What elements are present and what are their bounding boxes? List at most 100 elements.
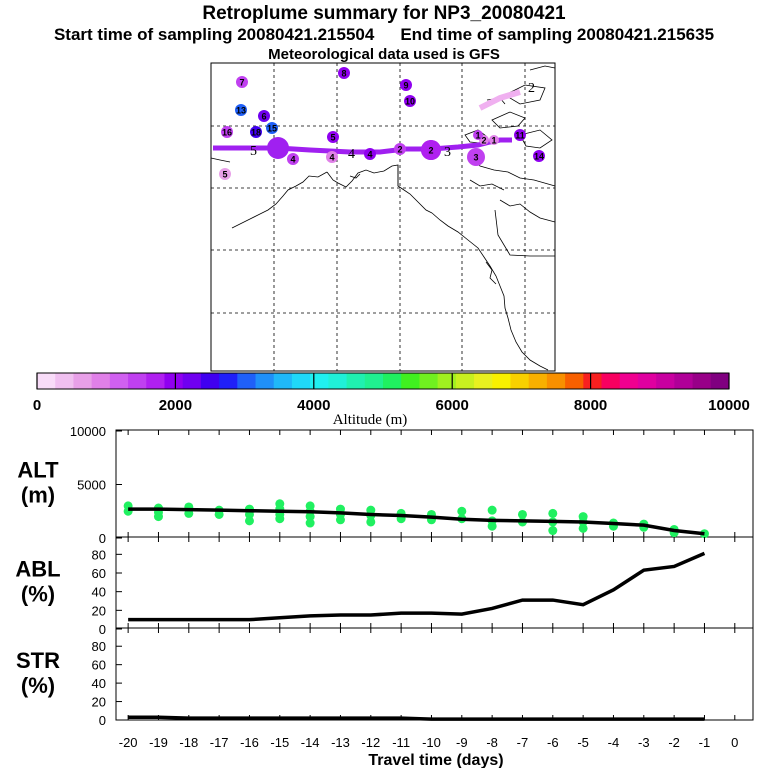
colorbar-cell [601,373,621,389]
colorbar-cell [237,373,257,389]
colorbar-cell [474,373,493,389]
colorbar-cell [109,373,129,389]
y-tick-label: 80 [92,547,106,562]
colorbar-cell [328,373,348,389]
y-tick-label: 0 [99,531,106,546]
alt-spread-point [548,508,558,518]
map-marker-label: 11 [515,131,525,141]
colorbar-cell [273,373,293,389]
abl-panel: 0 20 40 60 80 ABL(%) [15,537,736,637]
y-tick-label: 80 [92,639,106,654]
y-tick-label: 60 [92,566,106,581]
colorbar-cells [37,373,730,389]
colorbar-cell [455,373,475,389]
colorbar-cell [346,373,366,389]
colorbar-label: Altitude (m) [333,412,408,428]
x-tick-label: -9 [456,735,468,750]
map-marker: 15 [266,122,278,134]
map-marker: 5 [219,168,231,180]
alt-spread-point [578,523,588,533]
alt-panel: 0 5000 10000 ALT(m) [17,424,736,546]
map-marker: 3 [467,148,485,166]
map-marker-dot [533,150,545,162]
colorbar-cell [200,373,220,389]
x-tick-label: -4 [608,735,620,750]
x-tick-label: -20 [119,735,138,750]
map-marker: 13 [235,104,247,116]
map-marker: 16 [221,126,233,138]
colorbar-cell [437,373,457,389]
colorbar-cell [37,373,56,389]
traj-label: 2 [528,81,535,96]
map-marker-dot [235,104,247,116]
colorbar-cell [219,373,238,389]
colorbar-cell [364,373,384,389]
map-marker-label: 4 [329,153,334,163]
alt-spread-point [305,518,315,528]
map-marker-label: 5 [222,170,227,180]
map-frame [210,62,556,372]
map-marker-dot [400,79,412,91]
map-marker-dot [514,129,526,141]
x-tick-label: -1 [699,735,711,750]
panel-title: STR [16,648,60,673]
y-tick-label: 20 [92,695,106,710]
map-marker-label: 6 [261,112,266,122]
map-marker-label: 2 [428,146,433,156]
x-tick-label: -5 [577,735,589,750]
map-marker: 7 [236,76,248,88]
map-marker-label: 9 [403,81,408,91]
map-marker: 10 [404,95,416,107]
str-panel: 0 20 40 60 80 STR(%) [16,628,736,728]
alt-spread-point [548,526,558,536]
x-tick-label: 0 [731,735,738,750]
map-marker-dot [489,135,499,145]
chart-title: Retroplume summary for NP3_20080421 [202,3,566,24]
map-marker-dot [467,148,485,166]
colorbar-tick-label: 0 [33,397,41,414]
sampling-times: Start time of sampling 20080421.215504 En… [0,25,768,45]
panel-title: ABL [15,557,60,582]
map-marker-label: 4 [367,150,372,160]
map-marker-label: 18 [251,128,261,138]
map-marker: 5 [327,131,339,143]
start-time-label: Start time of sampling 20080421.215504 [53,25,375,44]
x-tick-label: -17 [210,735,229,750]
colorbar-cell [419,373,439,389]
map-marker: 11 [514,129,526,141]
map-marker-dot [421,140,441,160]
trajectory-tail [478,89,521,111]
colorbar-cell [291,373,311,389]
panel-title: (%) [21,582,55,607]
colorbar-tick-label: 6000 [436,397,469,414]
alt-spread-point [457,506,467,516]
map-marker-dot [258,110,270,122]
map-marker: 4 [364,148,376,160]
colorbar-cell [546,373,566,389]
colorbar-cell [128,373,147,389]
alt-spread-point [244,516,254,526]
y-tick-label: 40 [92,585,106,600]
colorbar-cell [182,373,202,389]
trajectory-node [267,137,289,159]
map-marker-label: 15 [267,124,277,134]
y-tick-label: 10000 [70,424,106,439]
colorbar-cell [710,373,730,389]
traj-label: 5 [250,144,257,159]
colorbar-cell [146,373,165,389]
map-marker: 14 [533,150,545,162]
colorbar-cell [510,373,530,389]
colorbar-cell [565,373,584,389]
x-tick-label: -12 [361,735,380,750]
x-tick-label: -6 [547,735,559,750]
y-tick-label: 20 [92,603,106,618]
map-marker-dot [326,151,338,163]
alt-spread-point [487,505,497,515]
map-marker-dot [364,148,376,160]
map-marker-dot [236,76,248,88]
colorbar-cell [583,373,603,389]
y-tick-label: 60 [92,658,106,673]
map-marker-dot [221,126,233,138]
